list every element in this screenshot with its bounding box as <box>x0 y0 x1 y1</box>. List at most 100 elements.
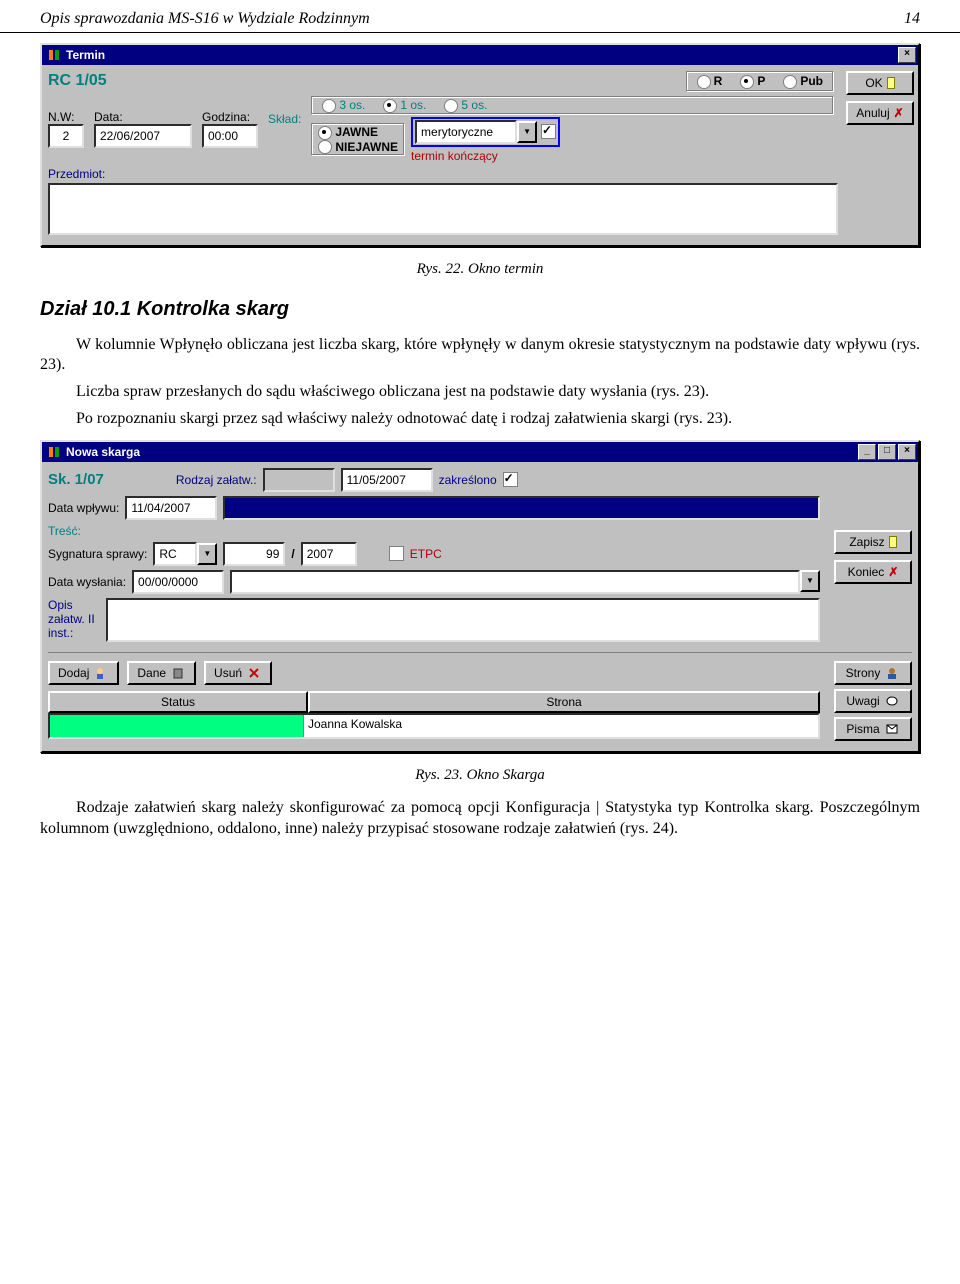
strony-button[interactable]: Strony <box>834 661 912 685</box>
koniec-label: Koniec <box>848 565 885 579</box>
caption-fig22: Rys. 22. Okno termin <box>0 261 960 278</box>
pisma-button[interactable]: Pisma <box>834 717 912 741</box>
label-etpc: ETPC <box>410 547 442 561</box>
chevron-down-icon[interactable]: ▼ <box>800 570 820 592</box>
syg-year-field[interactable]: 2007 <box>301 542 357 566</box>
termin-titlebar[interactable]: Termin × <box>42 45 918 65</box>
pisma-label: Pisma <box>846 722 879 736</box>
rodzaj-date-field[interactable]: 11/05/2007 <box>341 468 433 492</box>
section-title: Dział 10.1 Kontrolka skarg <box>40 298 920 321</box>
nw-field[interactable]: 2 <box>48 124 84 148</box>
strona-cell[interactable]: Joanna Kowalska <box>304 715 818 737</box>
dodaj-button[interactable]: Dodaj <box>48 661 119 685</box>
label-przedmiot: Przedmiot: <box>48 167 834 181</box>
radio-5os[interactable] <box>444 99 458 113</box>
radio-3os[interactable] <box>322 99 336 113</box>
radio-R[interactable] <box>697 75 711 89</box>
close-icon[interactable]: × <box>898 47 916 63</box>
skarga-titlebar[interactable]: Nowa skarga _ □ × <box>42 442 918 462</box>
usun-button[interactable]: Usuń <box>204 661 272 685</box>
caption-fig23: Rys. 23. Okno Skarga <box>0 767 960 784</box>
strony-label: Strony <box>846 666 881 680</box>
label-P: P <box>757 74 765 88</box>
thumb-up-icon <box>887 77 895 89</box>
termin-title: Termin <box>66 48 105 62</box>
uwagi-button[interactable]: Uwagi <box>834 689 912 713</box>
label-niejawne: NIEJAWNE <box>335 140 398 154</box>
page-number: 14 <box>904 10 920 28</box>
label-3os: 3 os. <box>339 98 365 112</box>
chevron-down-icon[interactable]: ▼ <box>197 543 217 565</box>
building-icon <box>170 666 186 680</box>
chevron-down-icon[interactable]: ▼ <box>517 121 537 143</box>
radio-jawne[interactable] <box>318 126 332 140</box>
dane-button[interactable]: Dane <box>127 661 196 685</box>
label-data-wyslania: Data wysłania: <box>48 575 126 589</box>
ok-button[interactable]: OK <box>846 71 914 95</box>
meryt-checkbox[interactable] <box>541 124 556 139</box>
dane-label: Dane <box>137 666 166 680</box>
zapisz-label: Zapisz <box>849 535 884 549</box>
uwagi-label: Uwagi <box>846 694 879 708</box>
para-1: W kolumnie Wpłynęło obliczana jest liczb… <box>40 335 920 377</box>
para-3: Po rozpoznaniu skargi przez sąd właściwy… <box>40 409 920 430</box>
usun-label: Usuń <box>214 666 242 680</box>
etpc-checkbox[interactable] <box>389 546 404 561</box>
radio-P[interactable] <box>740 75 754 89</box>
status-cell[interactable] <box>50 715 304 737</box>
person-add-icon <box>93 666 109 680</box>
mail-icon <box>884 722 900 736</box>
para-4: Rodzaje załatwień skarg należy skonfigur… <box>40 798 920 840</box>
anuluj-label: Anuluj <box>856 106 889 120</box>
x-icon: ✗ <box>888 565 898 579</box>
thumb-up-icon <box>889 536 897 548</box>
syg-sep: / <box>291 547 294 561</box>
date-field[interactable]: 22/06/2007 <box>94 124 192 148</box>
radio-1os[interactable] <box>383 99 397 113</box>
time-field[interactable]: 00:00 <box>202 124 258 148</box>
x-icon: ✗ <box>894 106 904 120</box>
highlight-bar[interactable] <box>223 496 820 520</box>
para-2: Liczba spraw przesłanych do sądu właściw… <box>40 382 920 403</box>
label-nw: N.W: <box>48 110 84 124</box>
label-opis: Opis załatw. II inst.: <box>48 598 100 640</box>
syg-rep-field[interactable]: RC <box>153 542 197 566</box>
radio-Pub[interactable] <box>783 75 797 89</box>
radio-niejawne[interactable] <box>318 140 332 154</box>
label-Pub: Pub <box>800 74 823 88</box>
col-strona[interactable]: Strona <box>308 691 820 713</box>
label-konczacy: termin kończący <box>411 149 560 163</box>
zapisz-button[interactable]: Zapisz <box>834 530 912 554</box>
people-icon <box>884 666 900 680</box>
skarga-title: Nowa skarga <box>66 445 140 459</box>
syg-num-field[interactable]: 99 <box>223 542 285 566</box>
przedmiot-textarea[interactable] <box>48 183 838 235</box>
col-status[interactable]: Status <box>48 691 308 713</box>
app-icon <box>46 444 62 460</box>
ok-label: OK <box>865 76 882 90</box>
label-R: R <box>714 74 723 88</box>
label-sklad: Skład: <box>268 112 301 126</box>
termin-window: Termin × RC 1/05 R P Pub N.W: <box>40 43 920 247</box>
label-tresc: Treść: <box>48 524 81 538</box>
close-icon[interactable]: × <box>898 444 916 460</box>
label-1os: 1 os. <box>400 98 426 112</box>
app-icon <box>46 47 62 63</box>
anuluj-button[interactable]: Anuluj ✗ <box>846 101 914 125</box>
maximize-icon[interactable]: □ <box>878 444 896 460</box>
case-number: RC 1/05 <box>48 72 107 90</box>
zakreslono-checkbox[interactable] <box>503 472 518 487</box>
label-zakreslono: zakreślono <box>439 473 497 487</box>
label-5os: 5 os. <box>461 98 487 112</box>
data-wplywu-field[interactable]: 11/04/2007 <box>125 496 217 520</box>
meryt-dropdown[interactable]: merytoryczne <box>415 120 517 144</box>
label-data: Data: <box>94 110 192 124</box>
data-wyslania-field[interactable]: 00/00/0000 <box>132 570 224 594</box>
koniec-button[interactable]: Koniec ✗ <box>834 560 912 584</box>
label-jawne: JAWNE <box>335 125 378 139</box>
label-data-wplywu: Data wpływu: <box>48 501 119 515</box>
delete-icon <box>246 666 262 680</box>
minimize-icon[interactable]: _ <box>858 444 876 460</box>
opis-textarea[interactable] <box>106 598 820 642</box>
label-rodzaj: Rodzaj załatw.: <box>176 473 257 487</box>
